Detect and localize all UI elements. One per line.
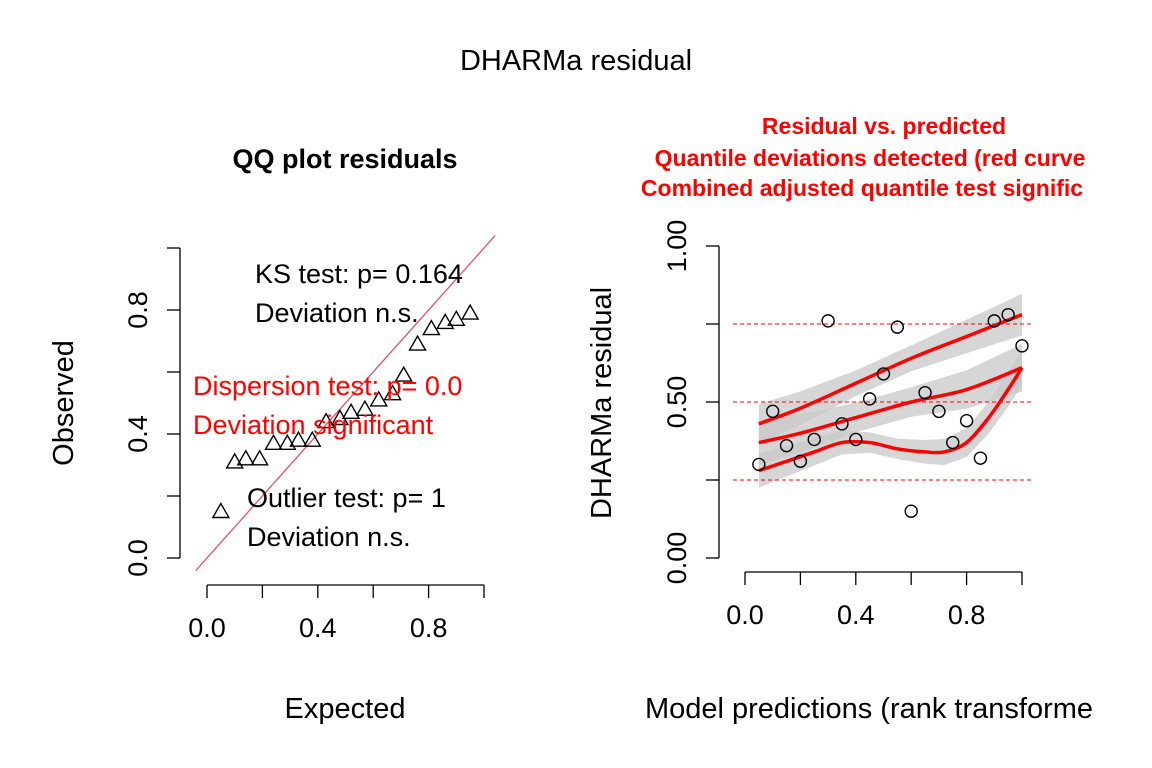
qq-x-tick-label: 0.0: [188, 613, 226, 643]
qq-x-tick-label: 0.8: [410, 613, 448, 643]
qq-annotation-line: KS test: p= 0.164: [255, 259, 463, 289]
rvp-point: [876, 367, 891, 381]
qq-point: [341, 402, 361, 419]
rvp-point: [987, 314, 1001, 328]
rvp-point: [1015, 339, 1029, 353]
qq-annotation-line: Deviation significant: [193, 410, 434, 440]
rvp-title-line-2: Quantile deviations detected (red curve: [655, 145, 1086, 171]
qq-point: [278, 433, 297, 450]
qq-annotation-line: Outlier test: p= 1: [247, 483, 446, 513]
qq-plot-title: QQ plot residuals: [232, 144, 457, 174]
qq-point: [225, 452, 244, 469]
rvp-point: [793, 454, 808, 468]
qq-point: [289, 430, 308, 447]
rvp-point: [946, 435, 960, 450]
rvp-y-tick-label: 1.00: [662, 220, 692, 273]
rvp-x-tick-label: 0.8: [948, 600, 986, 630]
rvp-title-line-1: Residual vs. predicted: [762, 113, 1006, 139]
qq-point: [316, 412, 336, 429]
qq-annotation-line: Deviation n.s.: [247, 522, 411, 552]
rvp-points: [752, 307, 1029, 518]
qq-axes: 0.0 0.4 0.8 0.0 0.4 0.8: [123, 247, 485, 643]
qq-point: [369, 390, 388, 407]
rvp-point: [862, 392, 877, 406]
qq-y-tick-label: 0.8: [123, 291, 153, 329]
rvp-quantile-curve: [758, 366, 1024, 473]
qq-y-tick-label: 0.0: [123, 539, 153, 577]
rvp-point: [918, 385, 932, 400]
qq-point: [408, 334, 427, 351]
rvp-x-tick-label: 0.0: [726, 600, 764, 630]
rvp-point: [932, 404, 946, 419]
qq-point: [250, 449, 269, 466]
rvp-point: [779, 438, 794, 453]
qq-points: [211, 303, 480, 519]
rvp-y-axis-label: DHARMa residual: [586, 287, 618, 519]
qq-annotations: KS test: p= 0.164 Deviation n.s. Dispersio…: [193, 259, 463, 552]
rvp-point: [807, 432, 821, 447]
rvp-point: [766, 404, 780, 419]
qq-y-tick-label: 0.4: [123, 415, 153, 453]
qq-plot-panel: QQ plot residuals 0.0 0.4 0.8 0.0 0.4 0.8 KS …: [48, 144, 496, 725]
qq-point: [394, 365, 413, 382]
qq-point: [355, 399, 375, 416]
rvp-quantile-curves: [758, 313, 1024, 473]
rvp-quantile-reference-lines: [733, 323, 1034, 481]
figure-title: DHARMa residual: [460, 45, 692, 77]
rvp-point: [959, 414, 974, 428]
rvp-point: [890, 320, 905, 334]
qq-annotation-line: Dispersion test: p= 0.0: [193, 371, 462, 401]
qq-point: [211, 502, 231, 519]
residual-vs-predicted-panel: Residual vs. predicted Quantile deviatio…: [586, 113, 1093, 725]
qq-point: [236, 449, 255, 466]
rvp-confidence-band: [758, 349, 1022, 488]
qq-point: [460, 303, 480, 320]
rvp-x-tick-label: 0.4: [837, 600, 875, 630]
qq-point: [303, 430, 322, 447]
qq-point: [383, 384, 402, 401]
qq-y-axis-label: Observed: [48, 340, 80, 466]
rvp-title-line-3: Combined adjusted quantile test signific: [641, 175, 1083, 201]
rvp-confidence-band: [758, 343, 1022, 466]
rvp-point: [821, 314, 835, 328]
rvp-y-tick-label: 0.50: [662, 376, 692, 429]
rvp-point: [752, 457, 766, 472]
qq-x-axis-label: Expected: [285, 693, 406, 725]
qq-reference-line: [195, 235, 496, 571]
qq-point: [436, 312, 455, 330]
rvp-quantile-curve: [758, 366, 1023, 445]
rvp-point: [1001, 307, 1015, 322]
rvp-quantile-curve: [758, 313, 1023, 426]
rvp-point: [973, 451, 988, 465]
rvp-y-tick-label: 0.00: [662, 532, 692, 585]
qq-point: [447, 309, 466, 326]
rvp-point: [904, 504, 918, 518]
rvp-point: [849, 432, 863, 447]
qq-point: [422, 319, 441, 336]
qq-point: [264, 433, 283, 450]
rvp-x-axis-label: Model predictions (rank transforme: [645, 693, 1093, 725]
rvp-axes: 0.0 0.4 0.8 0.00 0.50 1.00: [662, 220, 1023, 630]
qq-annotation-line: Deviation n.s.: [255, 298, 419, 328]
rvp-point: [835, 417, 849, 431]
qq-x-tick-label: 0.4: [299, 613, 337, 643]
